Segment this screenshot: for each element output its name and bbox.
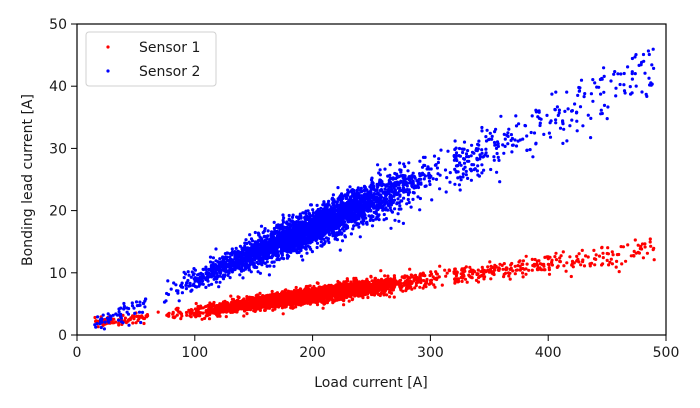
legend-marker-sensor-1 [106, 45, 110, 49]
series-sensor-1 [93, 237, 656, 329]
legend-marker-sensor-2 [106, 69, 110, 73]
y-tick-label: 30 [49, 141, 67, 157]
y-tick-label: 0 [58, 328, 67, 344]
data-points [93, 47, 656, 331]
x-tick-label: 300 [417, 345, 444, 361]
legend: Sensor 1 Sensor 2 [85, 31, 217, 87]
x-axis-label: Load current [A] [314, 375, 428, 391]
axes [76, 23, 667, 336]
x-tick-label: 500 [653, 345, 680, 361]
legend-label-sensor-2: Sensor 2 [139, 64, 200, 80]
y-tick-label: 20 [49, 204, 67, 220]
x-axis-ticks: 0 100 200 300 400 500 [73, 335, 680, 361]
legend-label-sensor-1: Sensor 1 [139, 40, 200, 56]
y-tick-label: 40 [49, 79, 67, 95]
x-tick-label: 400 [535, 345, 562, 361]
x-tick-label: 200 [299, 345, 326, 361]
legend-box [85, 31, 217, 87]
series-sensor-2 [93, 47, 656, 331]
plot-frame [76, 23, 667, 336]
y-axis-label: Bonding lead current [A] [20, 94, 36, 266]
x-tick-label: 100 [181, 345, 208, 361]
y-axis-ticks: 0 10 20 30 40 50 [49, 17, 77, 344]
y-tick-label: 50 [49, 17, 67, 33]
y-tick-label: 10 [49, 266, 67, 282]
x-tick-label: 0 [73, 345, 82, 361]
